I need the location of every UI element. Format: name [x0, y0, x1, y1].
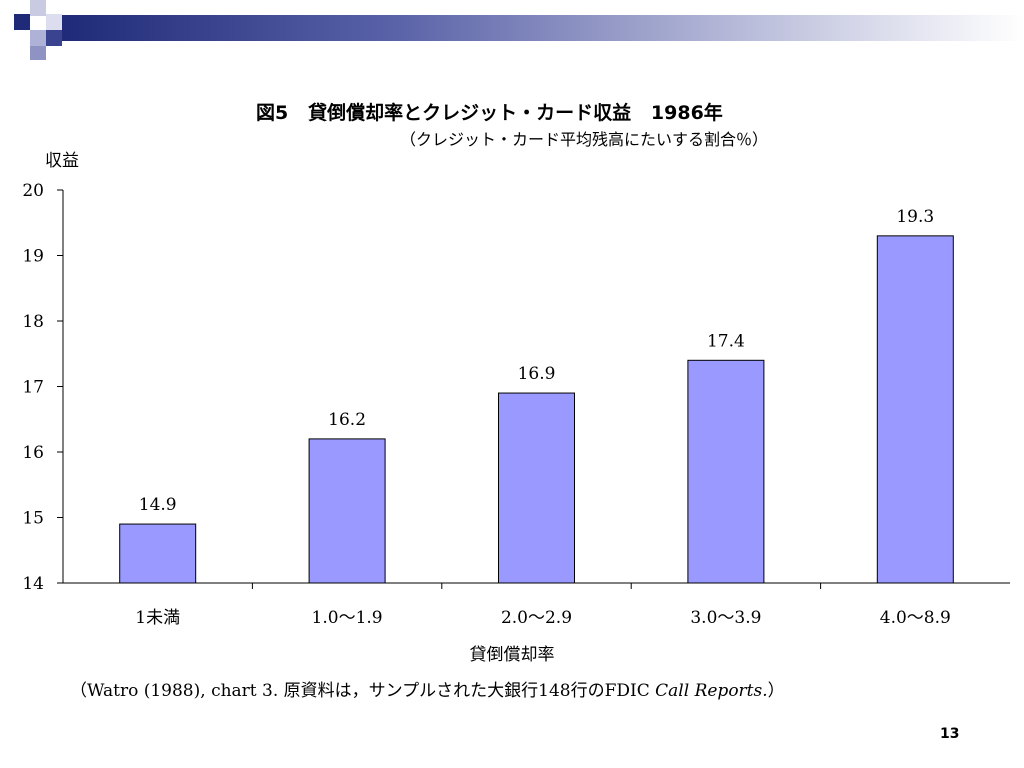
bar [498, 392, 575, 584]
header-square-decoration [30, 46, 46, 60]
y-tick-label: 16 [22, 443, 44, 463]
source-note-end: ） [767, 681, 785, 701]
chart-subtitle: （クレジット・カード平均残高にたいする割合％） [400, 130, 769, 149]
bar-value-label: 19.3 [896, 207, 934, 227]
source-note: （Watro (1988), chart 3. 原資料は，サンプルされた大銀行1… [70, 676, 785, 701]
chart-title: 図5 貸倒償却率とクレジット・カード収益 1986年 [256, 102, 723, 124]
bar [119, 523, 197, 584]
y-tick-label: 19 [22, 247, 44, 267]
header-square-decoration [30, 30, 46, 46]
bar-value-label: 16.9 [518, 364, 556, 384]
header-square-decoration [46, 14, 62, 30]
x-axis-label: 貸倒償却率 [469, 645, 555, 665]
x-category-label: 1.0～1.9 [312, 608, 383, 628]
x-category-label: 4.0～8.9 [880, 608, 951, 628]
x-category-label: 3.0～3.9 [690, 608, 761, 628]
x-category-label: 1未満 [135, 608, 180, 628]
bar-value-label: 17.4 [707, 331, 745, 351]
page-number: 13 [940, 726, 960, 742]
bar [308, 438, 386, 584]
y-tick-label: 17 [22, 378, 44, 398]
y-tick-label: 14 [22, 574, 44, 594]
source-note-italic: Call Reports. [655, 681, 768, 701]
x-category-label: 2.0～2.9 [501, 608, 572, 628]
y-tick-label: 15 [22, 509, 44, 529]
header-square-decoration [30, 0, 46, 16]
bar [687, 359, 765, 584]
header-square-decoration [46, 30, 62, 46]
header-gradient-band [60, 15, 1024, 41]
header-square-decoration [14, 14, 30, 30]
source-note-text: （Watro (1988), chart 3. 原資料は，サンプルされた大銀行1… [70, 681, 656, 701]
bar [876, 235, 954, 584]
y-axis-label: 収益 [45, 151, 79, 171]
y-tick-label: 20 [22, 181, 44, 201]
bar-value-label: 16.2 [328, 410, 366, 430]
y-tick-label: 18 [22, 312, 44, 332]
bar-value-label: 14.9 [139, 495, 177, 515]
